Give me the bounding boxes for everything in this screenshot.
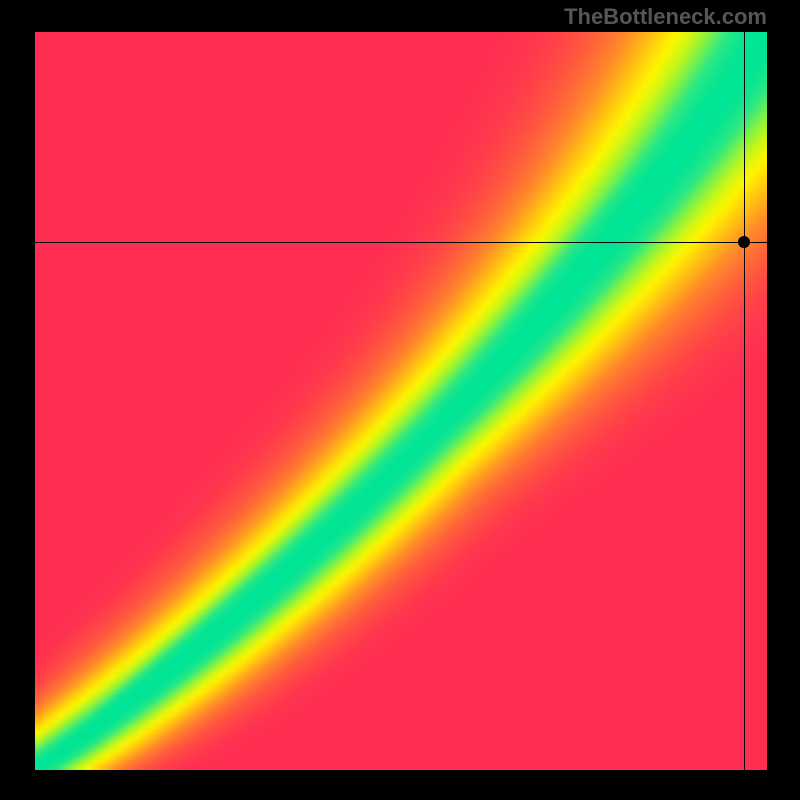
crosshair-vertical [744,32,745,770]
heatmap-plot [35,32,767,770]
crosshair-horizontal [35,242,767,243]
attribution-watermark: TheBottleneck.com [564,4,767,30]
